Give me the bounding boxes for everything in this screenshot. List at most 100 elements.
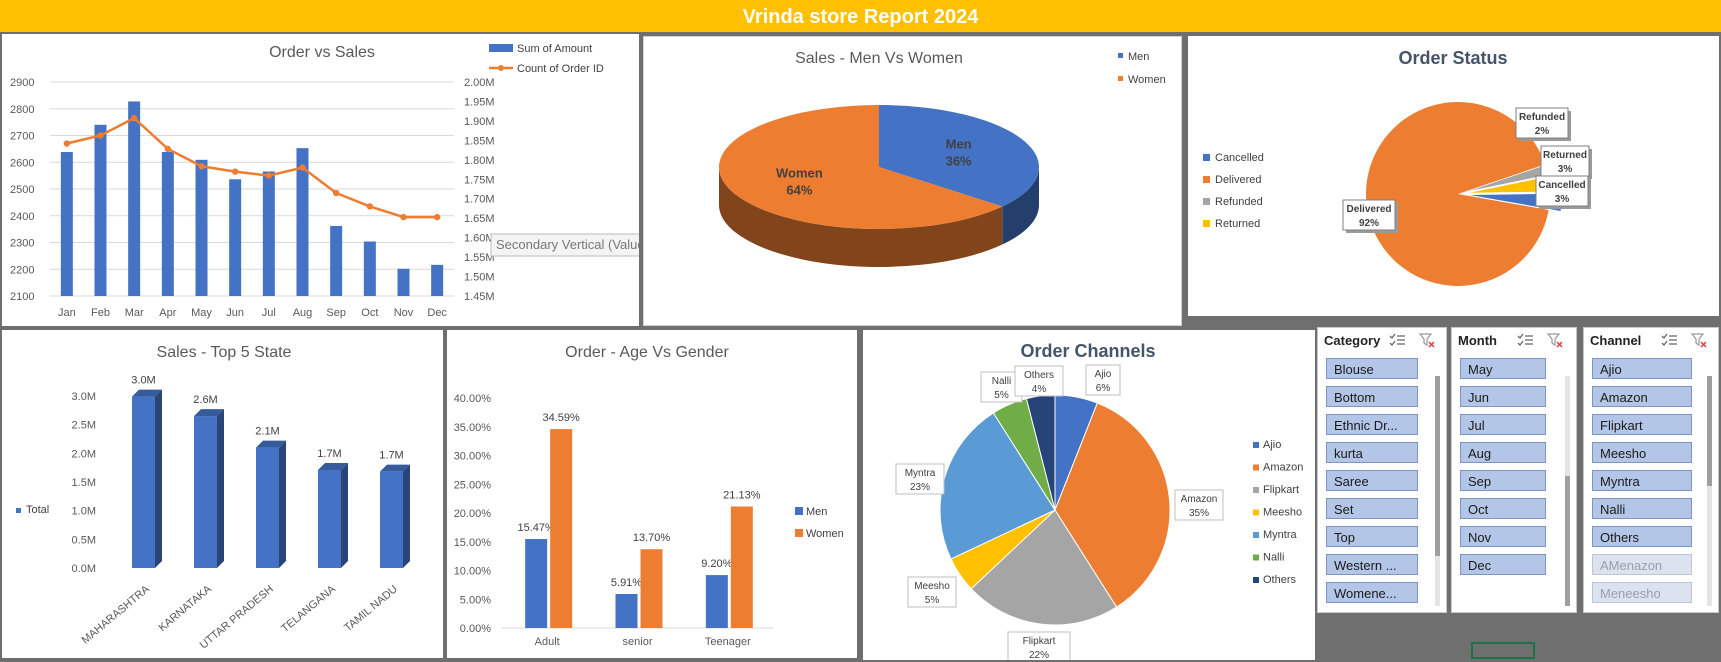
slicer-category-item[interactable]: Bottom	[1326, 386, 1418, 407]
chart-age-gender[interactable]: Order - Age Vs Gender 0.00% 5.00% 10.00% 15.…	[447, 330, 857, 658]
y2-tick-label: 1.85M	[464, 135, 495, 147]
slicer-channel-item[interactable]: Meesho	[1592, 442, 1692, 463]
slicer-month-item[interactable]: Sep	[1460, 470, 1546, 491]
callout-label: Meesho	[914, 581, 950, 592]
slicer-channel-item[interactable]: Flipkart	[1592, 414, 1692, 435]
pie-side-women	[719, 167, 1003, 267]
point-count-of-order-id	[231, 168, 239, 175]
x-tick-label: Jun	[226, 307, 244, 319]
bar-men	[705, 575, 728, 628]
y-tick-label: 10.00%	[454, 566, 492, 578]
callout-pct: 23%	[910, 482, 930, 493]
bar-top	[256, 440, 286, 448]
slicer-channel-item[interactable]: Amazon	[1592, 386, 1692, 407]
legend-swatch	[1253, 442, 1259, 448]
x-tick-label: Mar	[125, 307, 144, 319]
y-tick-label: 3.0M	[72, 391, 96, 403]
bar-top	[380, 464, 410, 472]
slicer-channel-item[interactable]: Meneesho	[1592, 582, 1692, 603]
slicer-category-title: Category	[1324, 333, 1381, 348]
chart-men-vs-women[interactable]: Sales - Men Vs Women Men 36% Women 64% Men Wom…	[643, 36, 1182, 326]
chart-title: Order - Age Vs Gender	[565, 344, 729, 361]
slicer-category-item[interactable]: Blouse	[1326, 358, 1418, 379]
x-tick-label: Apr	[159, 307, 176, 319]
y-tick-label: 30.00%	[454, 451, 492, 463]
slicer-category-scrollbar[interactable]	[1435, 376, 1440, 606]
legend-label: Nalli	[1263, 552, 1284, 564]
chart-top-states[interactable]: Sales - Top 5 State 0.0M 0.5M 1.0M 1.5M 2.0M 2…	[2, 330, 443, 658]
legend-swatch	[1253, 532, 1259, 538]
callout-pct: 22%	[1029, 650, 1049, 660]
bar-sum-of-amount	[60, 152, 73, 296]
slice-pct: 64%	[786, 183, 812, 198]
legend-label: Total	[26, 504, 49, 516]
chart-order-status[interactable]: Order Status Cancelled Delivered Refunded Re…	[1188, 36, 1719, 316]
slicer-month[interactable]: Month May Jun Jul Aug Sep Oct Nov Dec	[1451, 327, 1577, 613]
slicer-channel-item[interactable]: Myntra	[1592, 470, 1692, 491]
chart-order-channels[interactable]: Order Channels Ajio 6% Amazon 35% Flipkart 22%…	[863, 330, 1315, 660]
y2-tick-label: 1.95M	[464, 96, 495, 108]
slicer-month-item[interactable]: Oct	[1460, 498, 1546, 519]
multi-select-icon[interactable]	[1660, 332, 1678, 348]
slicer-category-item[interactable]: kurta	[1326, 442, 1418, 463]
slicer-month-item[interactable]: May	[1460, 358, 1546, 379]
bar-sum-of-amount	[161, 152, 174, 296]
point-count-of-order-id	[130, 114, 138, 122]
slicer-channel-item[interactable]: Nalli	[1592, 498, 1692, 519]
clear-filter-icon[interactable]	[1418, 332, 1436, 348]
chart-order-vs-sales[interactable]: Order vs Sales 2900 2800 2700 2600 2500 2400 23…	[2, 34, 639, 326]
legend-label: Women	[806, 528, 844, 540]
axis-tooltip-text: Secondary Vertical (Value) Axis	[496, 237, 639, 252]
legend-label: Delivered	[1215, 174, 1261, 186]
callout-box	[895, 463, 945, 495]
slicer-month-item[interactable]: Nov	[1460, 526, 1546, 547]
legend-swatch	[1118, 53, 1123, 58]
callout-pct: 35%	[1189, 508, 1209, 519]
slice-pct: 36%	[946, 153, 972, 168]
callout-box	[1515, 107, 1569, 139]
clear-filter-icon[interactable]	[1690, 332, 1708, 348]
legend-label: Men	[1128, 51, 1149, 63]
clear-filter-icon[interactable]	[1546, 332, 1564, 348]
legend-label: Women	[1128, 74, 1166, 86]
slicer-month-scrollbar[interactable]	[1565, 376, 1570, 606]
y-tick-label: 2300	[10, 238, 34, 250]
slicer-category-item[interactable]: Womene...	[1326, 582, 1418, 603]
slicer-category-item[interactable]: Set	[1326, 498, 1418, 519]
slicer-channel-scrollbar[interactable]	[1707, 376, 1712, 606]
selected-cell[interactable]	[1471, 642, 1535, 659]
bar-women	[550, 429, 573, 628]
slicer-category-item[interactable]: Ethnic Dr...	[1326, 414, 1418, 435]
slicer-category-item[interactable]: Saree	[1326, 470, 1418, 491]
data-label: 15.47%	[518, 522, 556, 534]
slicer-category-item[interactable]: Western ...	[1326, 554, 1418, 575]
slicer-month-item[interactable]: Aug	[1460, 442, 1546, 463]
multi-select-icon[interactable]	[1388, 332, 1406, 348]
slicer-channel-item[interactable]: Others	[1592, 526, 1692, 547]
bar-top	[194, 409, 224, 417]
legend-label: Myntra	[1263, 529, 1298, 541]
slicer-month-item[interactable]: Jun	[1460, 386, 1546, 407]
slicer-month-item[interactable]: Jul	[1460, 414, 1546, 435]
bar-karnataka	[194, 416, 217, 568]
x-tick-label: TAMIL NADU	[342, 583, 400, 634]
chart-title: Order Channels	[1020, 341, 1155, 361]
bar-sum-of-amount	[397, 268, 410, 296]
slicer-category-item[interactable]: Top	[1326, 526, 1418, 547]
chart-title: Order Status	[1398, 48, 1507, 68]
y-tick-label: 2500	[10, 184, 34, 196]
multi-select-icon[interactable]	[1516, 332, 1534, 348]
x-tick-label: Aug	[293, 307, 313, 319]
slicer-month-title: Month	[1458, 333, 1497, 348]
legend-swatch	[1203, 154, 1210, 161]
slicer-month-item[interactable]: Dec	[1460, 554, 1546, 575]
slicer-channel[interactable]: Channel Ajio Amazon Flipkart Meesho Myntra Na…	[1583, 327, 1719, 613]
legend-swatch	[1203, 176, 1210, 183]
x-tick-label: Jul	[262, 307, 276, 319]
callout-label: Nalli	[992, 376, 1011, 387]
slicer-channel-item[interactable]: AMenazon	[1592, 554, 1692, 575]
slicer-channel-item[interactable]: Ajio	[1592, 358, 1692, 379]
pie-slice-women	[719, 105, 1003, 229]
slicer-category[interactable]: Category Blouse Bottom Ethnic Dr... kurta Sa…	[1317, 327, 1447, 613]
y2-tick-label: 1.90M	[464, 116, 495, 128]
